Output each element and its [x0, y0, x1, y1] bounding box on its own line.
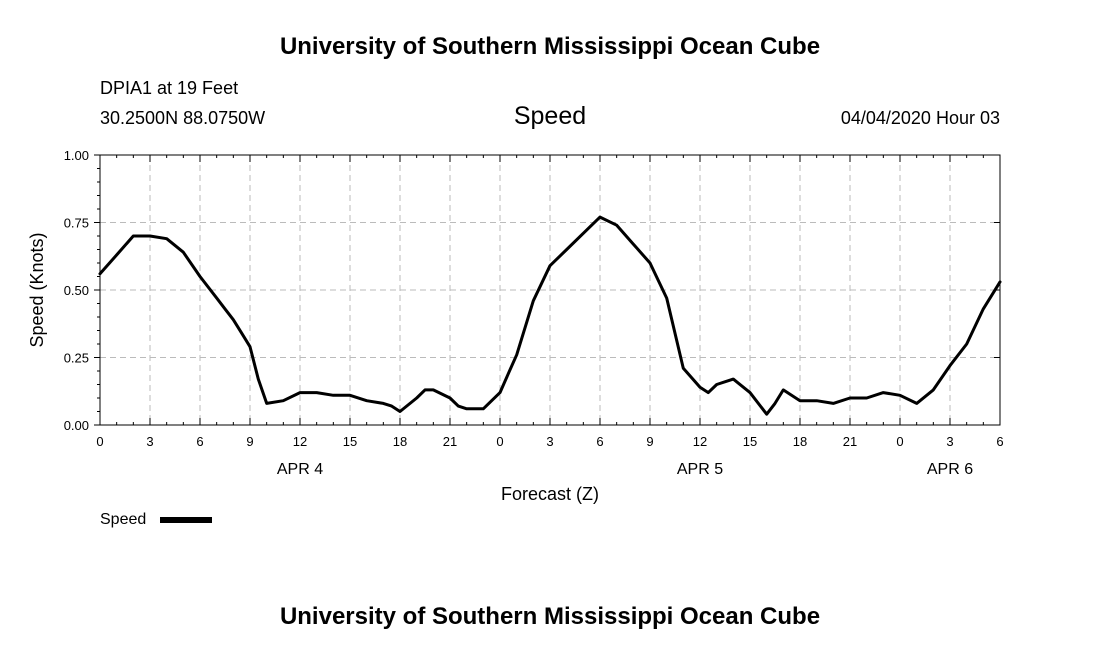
- day-label: APR 4: [277, 461, 323, 478]
- ticks: [94, 154, 1001, 426]
- x-tick-label: 15: [343, 434, 357, 449]
- x-tick-label: 0: [896, 434, 903, 449]
- y-tick-label: 0.50: [64, 283, 89, 298]
- x-tick-label: 21: [843, 434, 857, 449]
- series-layer: [98, 215, 1002, 416]
- legend-swatch: [160, 517, 212, 523]
- x-tick-label: 3: [946, 434, 953, 449]
- day-label: APR 6: [927, 461, 973, 478]
- top-title: University of Southern Mississippi Ocean…: [280, 33, 820, 60]
- y-tick-label: 1.00: [64, 148, 89, 163]
- datetime-label: 04/04/2020 Hour 03: [841, 108, 1000, 128]
- x-tick-label: 6: [996, 434, 1003, 449]
- x-tick-label: 3: [546, 434, 553, 449]
- coords-label: 30.2500N 88.0750W: [100, 108, 265, 128]
- x-tick-label: 18: [793, 434, 807, 449]
- x-tick-label: 9: [646, 434, 653, 449]
- bottom-title: University of Southern Mississippi Ocean…: [280, 603, 820, 630]
- day-label: APR 5: [677, 461, 723, 478]
- grid: [100, 155, 1000, 425]
- x-tick-label: 21: [443, 434, 457, 449]
- y-tick-label: 0.25: [64, 351, 89, 366]
- x-tick-label: 6: [196, 434, 203, 449]
- x-tick-label: 15: [743, 434, 757, 449]
- station-label: DPIA1 at 19 Feet: [100, 78, 238, 98]
- x-tick-label: 18: [393, 434, 407, 449]
- chart-title: Speed: [514, 102, 586, 130]
- x-tick-label: 6: [596, 434, 603, 449]
- y-tick-label: 0.75: [64, 216, 89, 231]
- tick-labels: 0 3 6 9 12 15 18 21 0 3 6 9 12 15 18 21 0 3 6 0.00 0.25 0.50 0…: [64, 148, 1004, 478]
- series-line-speed: [98, 215, 1002, 416]
- y-axis-title: Speed (Knots): [27, 232, 47, 347]
- x-tick-label: 0: [496, 434, 503, 449]
- legend-label: Speed: [100, 511, 146, 528]
- y-tick-label: 0.00: [64, 418, 89, 433]
- x-axis-title: Forecast (Z): [501, 484, 599, 504]
- x-tick-label: 9: [246, 434, 253, 449]
- x-tick-label: 3: [146, 434, 153, 449]
- x-tick-label: 12: [693, 434, 707, 449]
- x-tick-label: 12: [293, 434, 307, 449]
- x-tick-label: 0: [96, 434, 103, 449]
